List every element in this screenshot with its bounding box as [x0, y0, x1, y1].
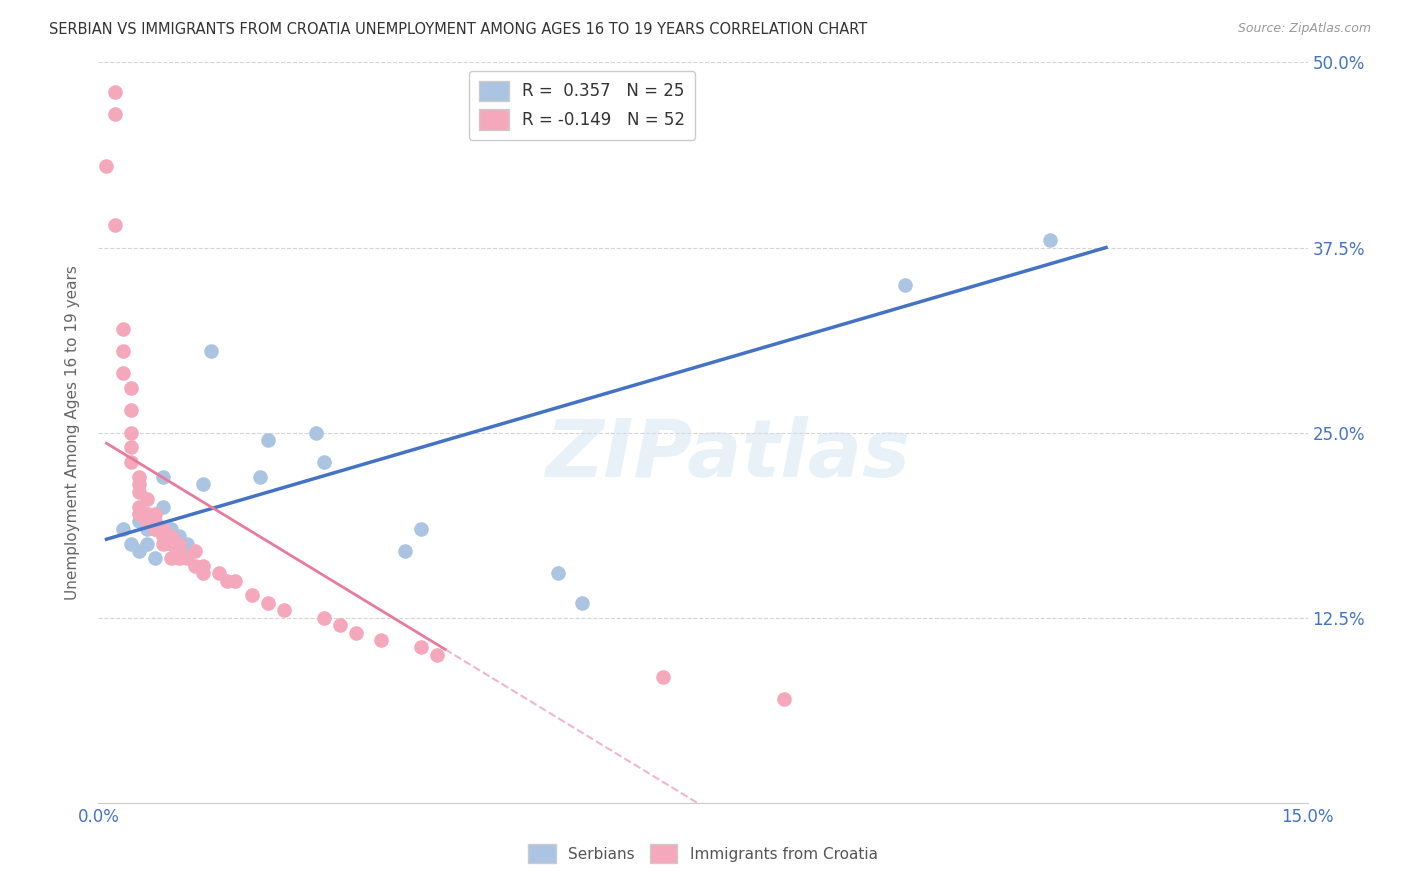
- Point: [135, 522, 157, 536]
- Point: [152, 522, 174, 536]
- Point: [184, 544, 207, 558]
- Point: [305, 425, 328, 440]
- Text: ZIPatlas: ZIPatlas: [544, 416, 910, 494]
- Point: [193, 477, 215, 491]
- Point: [152, 470, 174, 484]
- Point: [193, 566, 215, 581]
- Point: [208, 566, 231, 581]
- Point: [409, 640, 432, 655]
- Point: [314, 610, 336, 624]
- Point: [120, 441, 142, 455]
- Point: [143, 507, 166, 521]
- Point: [893, 277, 915, 292]
- Point: [344, 625, 367, 640]
- Point: [152, 500, 174, 514]
- Point: [329, 618, 352, 632]
- Y-axis label: Unemployment Among Ages 16 to 19 years: Unemployment Among Ages 16 to 19 years: [65, 265, 80, 600]
- Point: [152, 536, 174, 550]
- Point: [128, 515, 150, 529]
- Point: [135, 536, 157, 550]
- Point: [128, 470, 150, 484]
- Point: [1039, 233, 1062, 247]
- Point: [160, 522, 183, 536]
- Point: [167, 529, 190, 543]
- Point: [111, 322, 134, 336]
- Point: [167, 536, 190, 550]
- Point: [128, 484, 150, 499]
- Point: [128, 477, 150, 491]
- Point: [256, 433, 278, 447]
- Point: [135, 515, 157, 529]
- Point: [651, 670, 673, 684]
- Point: [120, 425, 142, 440]
- Point: [111, 344, 134, 359]
- Point: [120, 403, 142, 417]
- Point: [426, 648, 449, 662]
- Point: [193, 558, 215, 573]
- Point: [96, 159, 118, 173]
- Point: [184, 558, 207, 573]
- Point: [409, 522, 432, 536]
- Point: [120, 381, 142, 395]
- Point: [143, 522, 166, 536]
- Point: [135, 507, 157, 521]
- Point: [111, 522, 134, 536]
- Point: [256, 596, 278, 610]
- Point: [143, 522, 166, 536]
- Point: [120, 536, 142, 550]
- Point: [314, 455, 336, 469]
- Point: [135, 492, 157, 507]
- Text: Source: ZipAtlas.com: Source: ZipAtlas.com: [1237, 22, 1371, 36]
- Point: [176, 551, 198, 566]
- Point: [143, 515, 166, 529]
- Point: [394, 544, 416, 558]
- Point: [143, 551, 166, 566]
- Point: [111, 367, 134, 381]
- Point: [176, 536, 198, 550]
- Text: SERBIAN VS IMMIGRANTS FROM CROATIA UNEMPLOYMENT AMONG AGES 16 TO 19 YEARS CORREL: SERBIAN VS IMMIGRANTS FROM CROATIA UNEMP…: [49, 22, 868, 37]
- Point: [103, 107, 125, 121]
- Point: [128, 544, 150, 558]
- Point: [152, 529, 174, 543]
- Point: [128, 500, 150, 514]
- Point: [240, 589, 263, 603]
- Point: [160, 536, 183, 550]
- Legend: Serbians, Immigrants from Croatia: Serbians, Immigrants from Croatia: [522, 838, 884, 869]
- Point: [167, 551, 190, 566]
- Point: [249, 470, 271, 484]
- Point: [547, 566, 569, 581]
- Point: [160, 551, 183, 566]
- Point: [128, 507, 150, 521]
- Point: [273, 603, 295, 617]
- Point: [217, 574, 239, 588]
- Point: [135, 507, 157, 521]
- Point: [103, 219, 125, 233]
- Point: [167, 544, 190, 558]
- Point: [772, 692, 794, 706]
- Point: [370, 632, 392, 647]
- Point: [120, 455, 142, 469]
- Point: [160, 529, 183, 543]
- Point: [103, 85, 125, 99]
- Point: [571, 596, 593, 610]
- Point: [200, 344, 222, 359]
- Point: [224, 574, 246, 588]
